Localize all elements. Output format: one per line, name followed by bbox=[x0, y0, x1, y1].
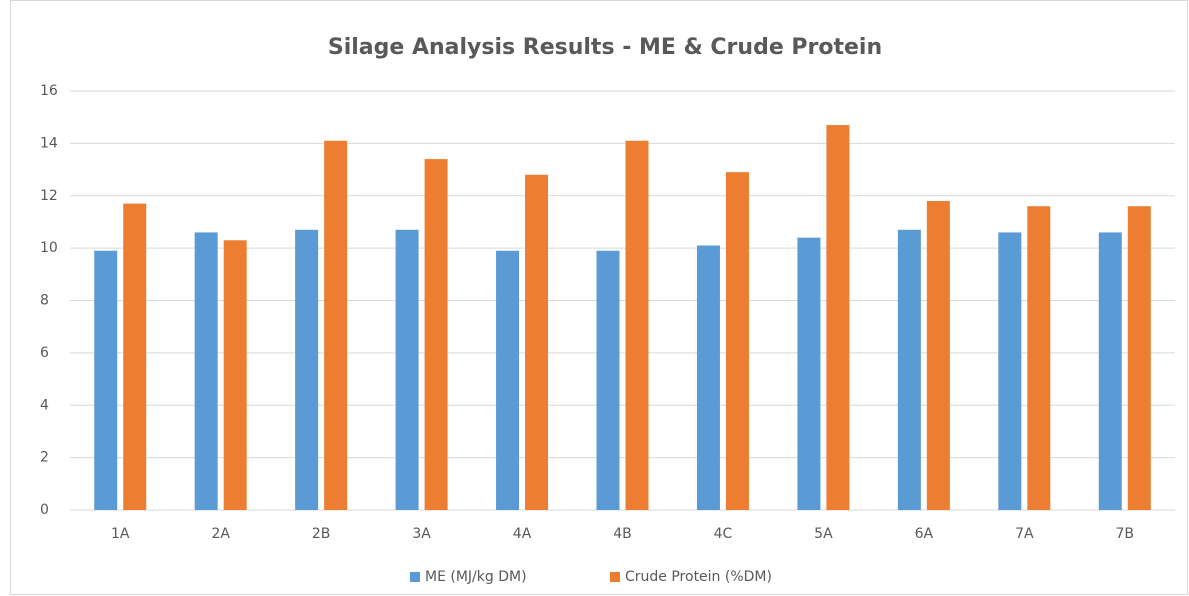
bar bbox=[897, 229, 921, 510]
bar bbox=[1127, 206, 1151, 510]
x-tick-label: 3A bbox=[412, 526, 431, 542]
x-tick-label: 4B bbox=[613, 526, 632, 542]
y-tick-label: 8 bbox=[40, 293, 49, 309]
bar bbox=[1098, 232, 1122, 510]
bar bbox=[223, 240, 247, 511]
bar bbox=[596, 250, 620, 510]
bar bbox=[1027, 206, 1051, 510]
y-tick-label: 16 bbox=[40, 83, 58, 99]
bar bbox=[496, 250, 520, 510]
bar bbox=[826, 125, 850, 510]
chart-title: Silage Analysis Results - ME & Crude Pro… bbox=[328, 35, 882, 60]
bar bbox=[94, 250, 118, 510]
legend-label: Crude Protein (%DM) bbox=[625, 569, 772, 585]
y-tick-label: 14 bbox=[40, 135, 58, 151]
x-tick-label: 5A bbox=[814, 526, 833, 542]
y-tick-label: 4 bbox=[40, 397, 49, 413]
bar bbox=[295, 229, 319, 510]
legend-label: ME (MJ/kg DM) bbox=[425, 569, 527, 585]
legend-swatch bbox=[410, 572, 420, 582]
bar bbox=[194, 232, 218, 510]
bar bbox=[525, 174, 549, 511]
x-tick-label: 4C bbox=[714, 526, 733, 542]
y-tick-label: 2 bbox=[40, 450, 49, 466]
x-tick-label: 2A bbox=[211, 526, 230, 542]
x-tick-label: 4A bbox=[513, 526, 532, 542]
x-tick-label: 2B bbox=[312, 526, 331, 542]
legend-swatch bbox=[610, 572, 620, 582]
x-tick-label: 1A bbox=[111, 526, 130, 542]
y-tick-label: 10 bbox=[40, 240, 58, 256]
y-tick-label: 6 bbox=[40, 345, 49, 361]
y-tick-label: 0 bbox=[40, 502, 49, 518]
bar bbox=[123, 203, 147, 510]
x-tick-label: 6A bbox=[915, 526, 934, 542]
bar bbox=[797, 237, 821, 510]
bar bbox=[998, 232, 1022, 510]
x-tick-label: 7A bbox=[1015, 526, 1034, 542]
bar bbox=[395, 229, 419, 510]
bar bbox=[725, 172, 749, 510]
bar bbox=[424, 159, 448, 510]
bar bbox=[696, 245, 720, 510]
x-tick-label: 7B bbox=[1116, 526, 1135, 542]
bar bbox=[625, 140, 649, 510]
bar bbox=[324, 140, 348, 510]
bar bbox=[926, 200, 950, 511]
y-tick-label: 12 bbox=[40, 188, 58, 204]
